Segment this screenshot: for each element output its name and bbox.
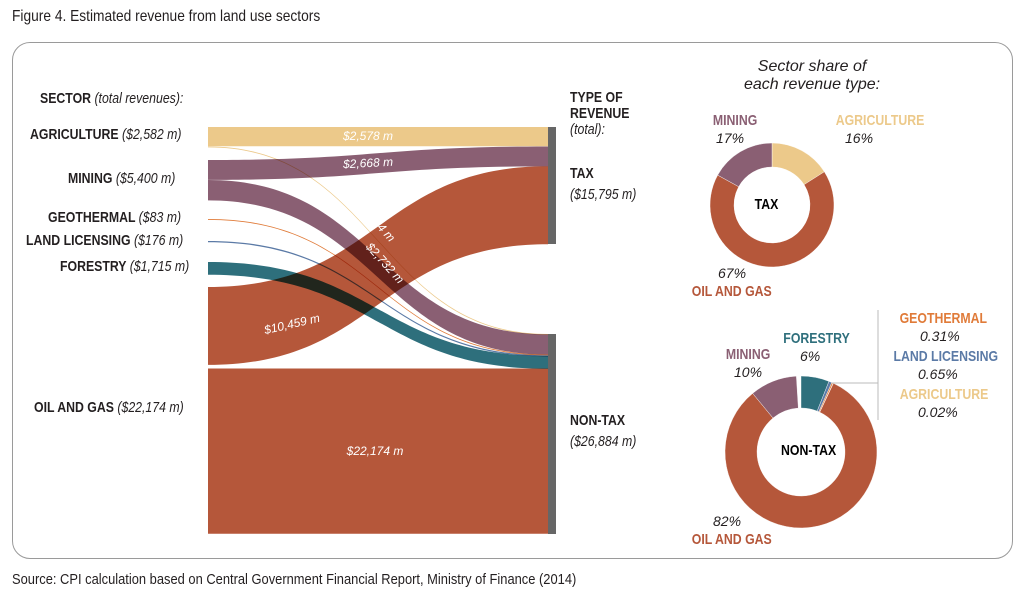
flow-oil-and-gas-nontax [208, 368, 548, 534]
tax-label-agriculture: AGRICULTURE [835, 112, 925, 129]
donut-center-tax: TAX [754, 196, 779, 213]
flow-label: $22,174 m [346, 444, 404, 458]
nontax-label-mining: MINING [725, 346, 771, 363]
flow-label: $2,578 m [342, 129, 393, 143]
donut-header: Sector share of each revenue type: [744, 58, 881, 93]
donut-center-nontax: NON-TAX [781, 442, 837, 459]
tax-bar [548, 127, 556, 244]
revenue-label-tax: TAX [570, 165, 594, 182]
tax-donut-slice-mining [717, 142, 773, 187]
tax-pct-oil-and-gas: 67% [718, 265, 747, 281]
nontax-label-forestry: FORESTRY [783, 330, 850, 347]
sector-label-land-licensing: LAND LICENSING ($176 m) [26, 232, 184, 249]
figure-frame [12, 42, 1013, 559]
nontax-donut-slice-oil-and-gas [724, 383, 878, 529]
sector-label-agriculture: AGRICULTURE ($2,582 m) [30, 126, 182, 143]
nontax-pct-forestry: 6% [800, 348, 821, 364]
flow-land-licensing-nontax [208, 241, 548, 357]
sector-header: SECTOR (total revenues): [40, 90, 184, 107]
sector-label-forestry: FORESTRY ($1,715 m) [60, 258, 190, 275]
flow-agriculture-nontax [208, 146, 548, 335]
flow-mining-nontax [208, 180, 548, 355]
flow-geothermal-nontax [208, 219, 548, 356]
nontax-label-agriculture: AGRICULTURE [899, 386, 989, 403]
nontax-label-oil-and-gas: OIL AND GAS [691, 531, 772, 548]
revenue-label-nontax: NON-TAX [570, 412, 626, 429]
source-note: Source: CPI calculation based on Central… [12, 571, 577, 588]
revenue-header: TYPE OF REVENUE (total): [570, 89, 630, 138]
nontax-pct-land-licensing: 0.65% [918, 366, 958, 382]
tax-donut-slice-oil-and-gas [709, 171, 835, 268]
flow-mining-tax [208, 146, 548, 180]
revenue-total-nontax: ($26,884 m) [570, 433, 637, 450]
nontax-label-geothermal: GEOTHERMAL [899, 310, 988, 327]
nontax-bar [548, 334, 556, 534]
nontax-donut-slice-mining [752, 375, 799, 419]
tax-pct-agriculture: 16% [845, 130, 874, 146]
figure-title: Figure 4. Estimated revenue from land us… [12, 8, 321, 25]
revenue-total-tax: ($15,795 m) [570, 186, 637, 203]
flow-label: $2,668 m [342, 155, 394, 172]
tax-label-mining: MINING [712, 112, 758, 129]
sector-label-geothermal: GEOTHERMAL ($83 m) [48, 209, 182, 226]
tax-label-oil-and-gas: OIL AND GAS [691, 283, 772, 300]
flow-forestry-nontax [208, 262, 548, 369]
nontax-pct-oil-and-gas: 82% [713, 513, 742, 529]
sector-label-mining: MINING ($5,400 m) [68, 170, 176, 187]
sector-label-oil-and-gas: OIL AND GAS ($22,174 m) [34, 399, 184, 416]
nontax-pct-mining: 10% [734, 364, 763, 380]
nontax-pct-geothermal: 0.31% [920, 328, 960, 344]
tax-pct-mining: 17% [716, 130, 745, 146]
nontax-label-land-licensing: LAND LICENSING [893, 348, 999, 365]
flow-agriculture-tax [208, 127, 548, 147]
nontax-pct-agriculture: 0.02% [918, 404, 958, 420]
